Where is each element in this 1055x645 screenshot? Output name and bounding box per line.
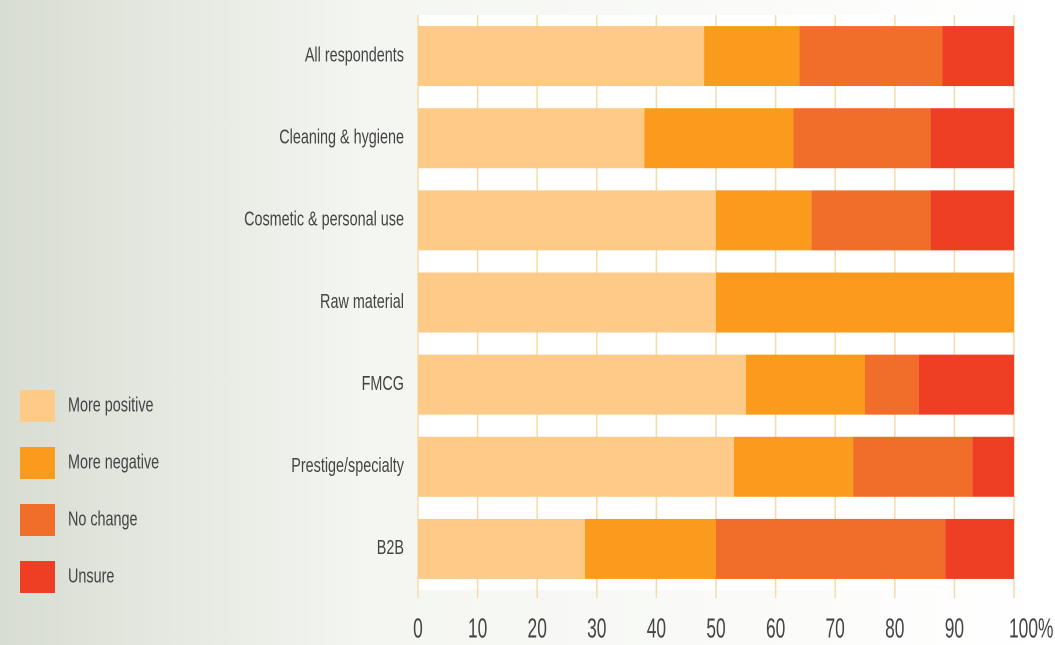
legend-swatch [20,447,55,479]
bar-segment [716,272,1014,333]
legend-label: More positive [68,393,154,416]
bar-segment [942,26,1014,87]
bar-segment [716,190,812,251]
y-tick-label: B2B [377,536,404,559]
bar-segment [418,108,645,169]
x-tick-label: 50 [706,612,725,643]
bar-segment [704,26,800,87]
x-tick-label: 40 [647,612,666,643]
y-tick-label: Raw material [320,289,404,312]
bar-segment [418,272,716,333]
x-tick-label: 80 [885,612,904,643]
legend-swatch [20,561,55,593]
bar-segment [945,518,1014,579]
y-tick-label: Prestige/specialty [291,454,404,477]
x-tick-label: 0 [413,612,423,643]
bar-segment [972,436,1014,497]
bar-segment [793,108,931,169]
x-tick-label: 70 [826,612,845,643]
bar-segment [799,26,943,87]
x-tick-label: 10 [468,612,487,643]
bar-segment [584,518,716,579]
legend-label: No change [68,507,138,530]
y-tick-label: All respondents [305,43,404,66]
bar-segment [853,436,973,497]
bar-segment [418,436,734,497]
bar-segment [745,354,865,415]
bar-segment [644,108,794,169]
x-tick-label: 90 [945,612,964,643]
legend-swatch [20,390,55,422]
bar-segment [418,26,705,87]
bar-segment [918,354,1014,415]
bar-segment [418,518,585,579]
bar-segment [865,354,919,415]
bar-segment [716,518,946,579]
y-tick-label: Cleaning & hygiene [279,125,404,148]
bar-segment [733,436,854,497]
bar-segment [418,354,746,415]
legend-label: More negative [68,450,159,473]
bar-segment [930,190,1014,251]
y-tick-label: FMCG [362,372,404,395]
legend-swatch [20,504,55,536]
legend-label: Unsure [68,564,114,587]
x-tick-label: 20 [528,612,547,643]
bar-segment [418,190,716,251]
bar-segment [811,190,931,251]
bar-segment [930,108,1014,169]
y-tick-label: Cosmetic & personal use [244,207,404,230]
x-tick-label: 100% [1009,612,1053,643]
x-tick-label: 60 [766,612,785,643]
x-tick-label: 30 [587,612,606,643]
